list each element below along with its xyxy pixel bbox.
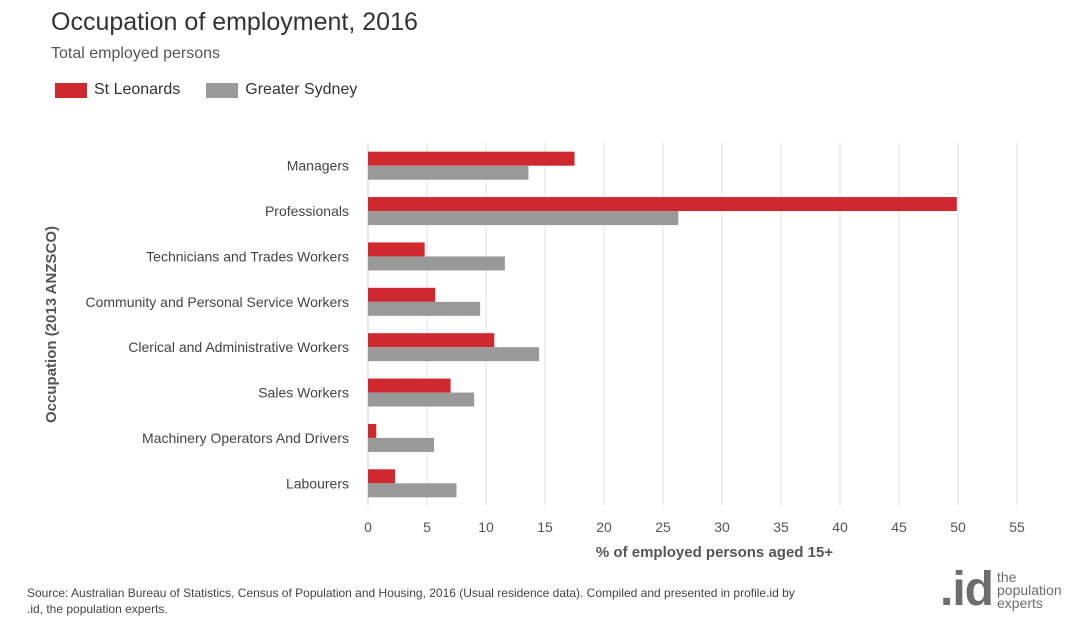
bar-st-leonards <box>368 151 575 166</box>
legend: St Leonards Greater Sydney <box>55 81 383 99</box>
bar-greater-sydney <box>368 301 481 316</box>
legend-item-greater-sydney[interactable]: Greater Sydney <box>206 81 357 99</box>
bar-st-leonards <box>368 197 957 212</box>
x-tick-label: 15 <box>537 519 553 535</box>
logo-mark: .id <box>940 563 994 616</box>
chart-title: Occupation of employment, 2016 <box>51 8 418 36</box>
bar-st-leonards <box>368 378 451 393</box>
chart-subtitle: Total employed persons <box>51 45 220 62</box>
x-tick-label: 5 <box>423 519 431 535</box>
x-tick-label: 10 <box>478 519 494 535</box>
y-axis-label: Occupation (2013 ANZSCO) <box>43 226 60 423</box>
category-label: Clerical and Administrative Workers <box>128 339 349 355</box>
bar-st-leonards <box>368 242 425 257</box>
x-tick-label: 35 <box>773 519 789 535</box>
category-label: Machinery Operators And Drivers <box>142 430 349 446</box>
bar-greater-sydney <box>368 347 540 362</box>
bar-greater-sydney <box>368 437 435 452</box>
legend-item-st-leonards[interactable]: St Leonards <box>55 81 180 99</box>
bar-greater-sydney <box>368 256 505 271</box>
x-tick-label: 30 <box>714 519 730 535</box>
category-label: Labourers <box>286 475 349 491</box>
legend-label-st-leonards: St Leonards <box>94 81 181 98</box>
x-tick-label: 25 <box>655 519 671 535</box>
category-label: Sales Workers <box>258 385 349 401</box>
legend-label-greater-sydney: Greater Sydney <box>245 81 358 98</box>
bar-greater-sydney <box>368 483 457 498</box>
bar-chart: 0 5 10 15 20 25 30 35 40 45 50 55 Managers Profession… <box>43 143 1025 561</box>
category-label: Technicians and Trades Workers <box>146 248 349 264</box>
source-note: Source: Australian Bureau of Statistics,… <box>27 586 795 616</box>
logo-text: the population experts <box>997 569 1062 612</box>
id-logo: .id the population experts <box>940 563 1062 616</box>
bar-st-leonards <box>368 333 495 348</box>
x-tick-label: 55 <box>1009 519 1025 535</box>
legend-swatch-st-leonards <box>55 82 87 98</box>
bar-st-leonards <box>368 423 377 438</box>
bar-greater-sydney <box>368 165 529 180</box>
x-tick-label: 20 <box>596 519 612 535</box>
bar-st-leonards <box>368 287 436 302</box>
x-tick-label: 45 <box>891 519 907 535</box>
x-axis-label: % of employed persons aged 15+ <box>596 544 833 561</box>
logo-line-1: the <box>997 569 1017 585</box>
x-tick-label: 50 <box>950 519 966 535</box>
category-label: Professionals <box>265 203 349 219</box>
x-tick-label: 40 <box>832 519 848 535</box>
logo-line-2: population <box>997 582 1062 598</box>
category-label: Community and Personal Service Workers <box>85 294 349 310</box>
legend-swatch-greater-sydney <box>206 82 239 98</box>
bar-greater-sydney <box>368 392 475 407</box>
bar-st-leonards <box>368 469 396 484</box>
bar-greater-sydney <box>368 211 679 226</box>
logo-line-3: experts <box>997 595 1043 611</box>
x-tick-label: 0 <box>364 519 372 535</box>
category-label: Managers <box>287 158 349 174</box>
